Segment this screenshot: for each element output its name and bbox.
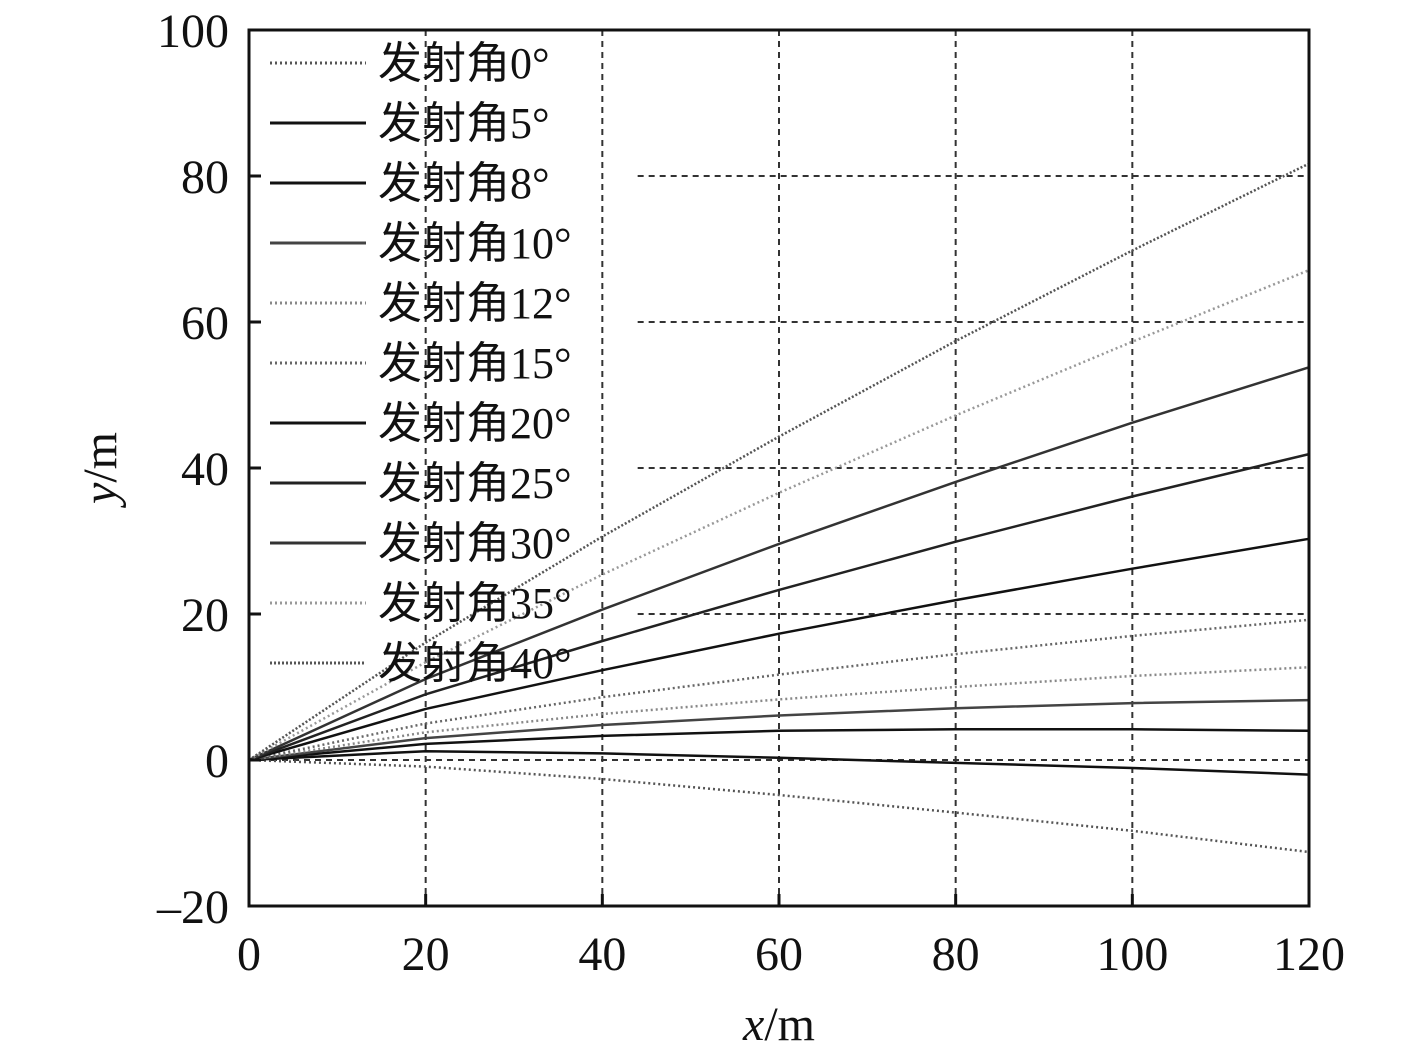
series-line-5 bbox=[248, 618, 1310, 762]
legend-entry-label: 发射角15° bbox=[378, 339, 572, 388]
legend-entry-label: 发射角10° bbox=[378, 219, 572, 268]
legend-entry-label: 发射角20° bbox=[378, 399, 572, 448]
legend-entry-label: 发射角0° bbox=[378, 39, 550, 88]
y-axis-label-unit: /m bbox=[74, 432, 127, 483]
y-tick-label: 20 bbox=[181, 589, 229, 642]
y-tick-label: 80 bbox=[181, 151, 229, 204]
x-tick-label: 60 bbox=[755, 928, 803, 981]
series-line-8 bbox=[248, 366, 1310, 762]
y-tick-label: 0 bbox=[205, 735, 229, 788]
x-tick-label: 20 bbox=[402, 928, 450, 981]
data-series bbox=[248, 162, 1310, 854]
series-line-1 bbox=[248, 749, 1310, 776]
axis-ticks bbox=[247, 28, 1311, 908]
series-line-9 bbox=[248, 269, 1310, 762]
legend-entry-label: 发射角8° bbox=[378, 159, 550, 208]
legend-entry-label: 发射角40° bbox=[378, 639, 572, 688]
series-line-0 bbox=[248, 758, 1310, 854]
legend-entry-label: 发射角25° bbox=[378, 459, 572, 508]
y-tick-label: –20 bbox=[156, 881, 229, 934]
y-axis-label: y/m bbox=[74, 432, 127, 509]
x-axis-label-unit: /m bbox=[764, 998, 815, 1051]
grid-lines bbox=[249, 30, 1309, 906]
legend-entry-label: 发射角12° bbox=[378, 279, 572, 328]
x-tick-label: 100 bbox=[1096, 928, 1168, 981]
x-axis-label: x/m bbox=[742, 998, 815, 1051]
series-line-3 bbox=[248, 698, 1310, 762]
y-tick-label: 60 bbox=[181, 297, 229, 350]
x-tick-label: 80 bbox=[932, 928, 980, 981]
series-line-2 bbox=[248, 728, 1310, 762]
x-axis-label-var: x bbox=[742, 998, 764, 1051]
x-tick-label: 0 bbox=[237, 928, 261, 981]
y-axis-label-var: y bbox=[74, 482, 127, 509]
x-tick-label: 120 bbox=[1273, 928, 1345, 981]
series-line-10 bbox=[248, 162, 1310, 762]
y-tick-label: 40 bbox=[181, 443, 229, 496]
series-line-7 bbox=[248, 452, 1310, 762]
y-tick-label: 100 bbox=[157, 5, 229, 58]
legend-entry-label: 发射角35° bbox=[378, 579, 572, 628]
series-line-6 bbox=[248, 537, 1310, 762]
x-tick-label: 40 bbox=[578, 928, 626, 981]
legend-entry-label: 发射角5° bbox=[378, 99, 550, 148]
legend-entry-label: 发射角30° bbox=[378, 519, 572, 568]
legend: 发射角0° 发射角5° 发射角8° 发射角10° 发射角12° 发射角15° 发射角20° 发… bbox=[270, 39, 572, 688]
